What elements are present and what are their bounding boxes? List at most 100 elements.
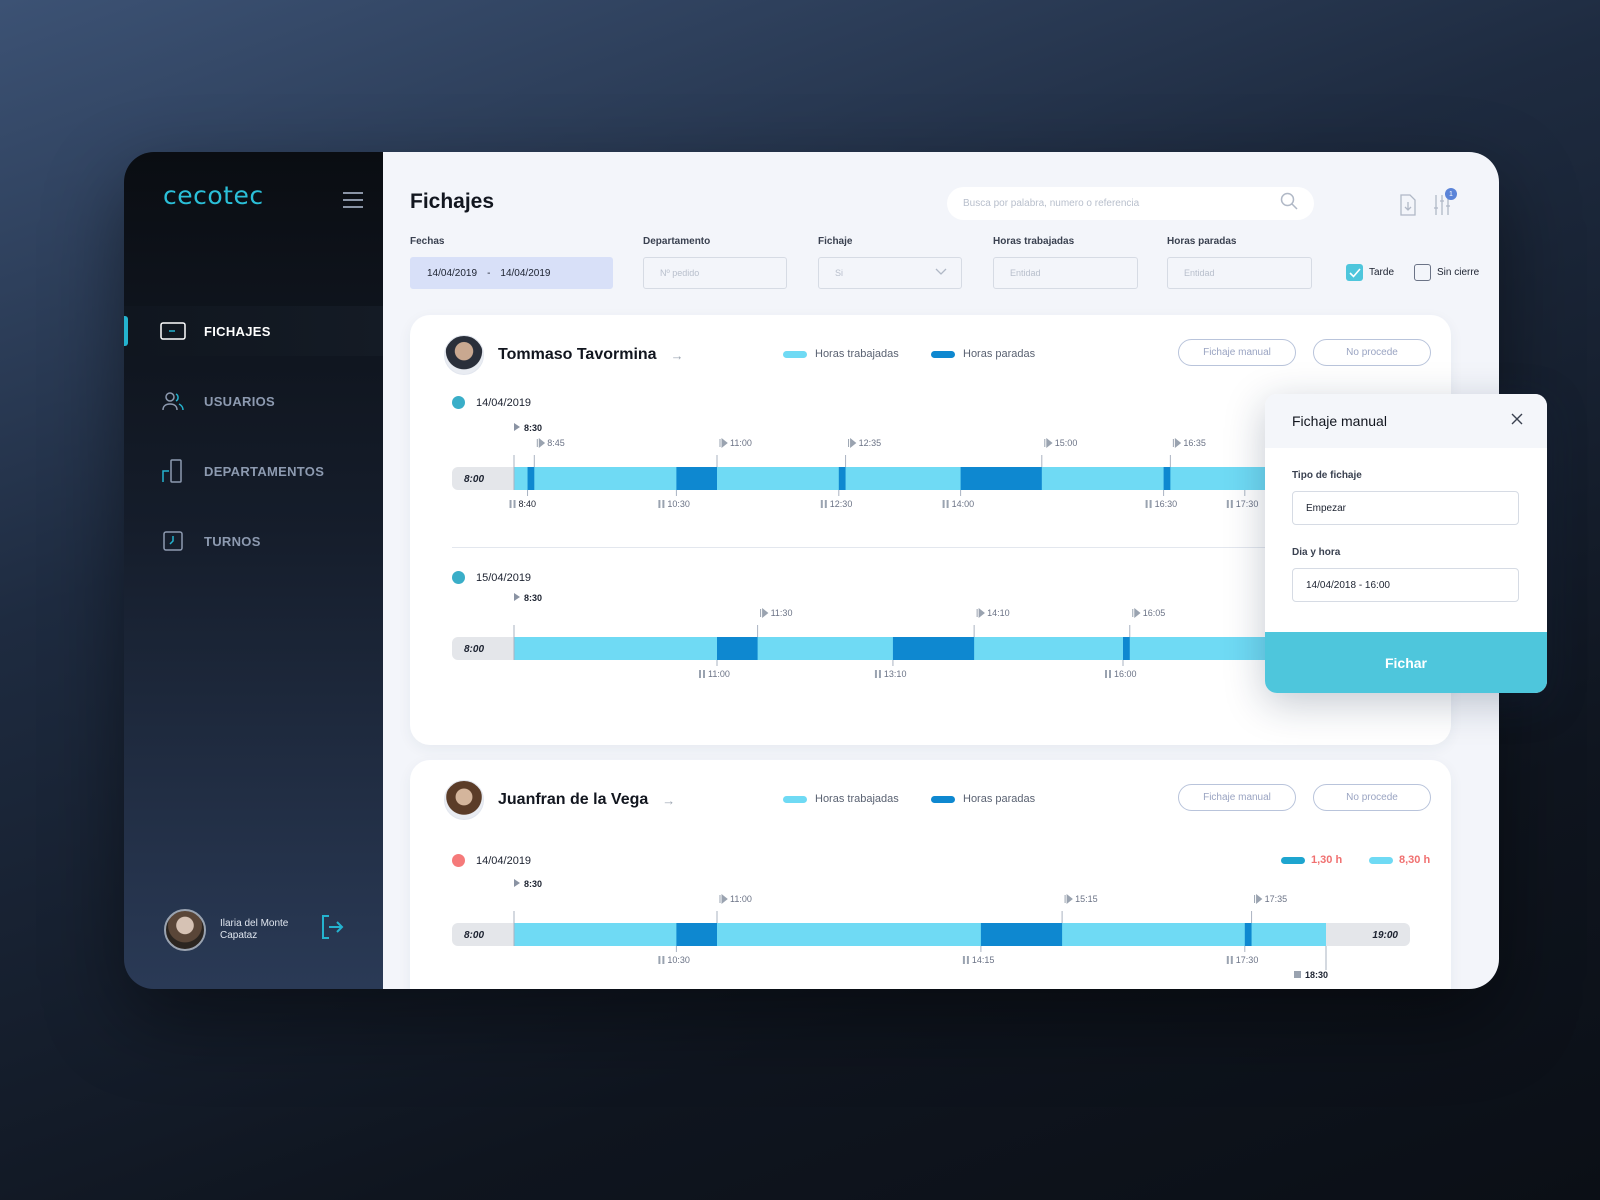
stop-segment	[676, 467, 717, 490]
legend-swatch	[783, 795, 807, 803]
legend-worked: Horas trabajadas	[783, 348, 899, 360]
filter-label: Horas trabajadas	[993, 236, 1075, 247]
stop-segment	[1163, 467, 1171, 490]
sidebar-item-label: TURNOS	[204, 533, 261, 549]
pause-icon	[1109, 670, 1111, 678]
end-mark-label: 18:30	[1305, 970, 1328, 980]
resume-icon	[1132, 607, 1141, 619]
play-icon	[514, 423, 520, 431]
pause-time-label: 16:00	[1114, 669, 1137, 679]
pause-time-label: 10:30	[667, 499, 690, 509]
arrow-right-icon[interactable]: →	[662, 792, 676, 808]
departamento-field[interactable]: Nº pedido	[643, 257, 787, 289]
pause-icon	[962, 956, 965, 964]
search-input[interactable]	[963, 198, 1280, 209]
filter-departamento: Departamento Nº pedido	[643, 236, 787, 289]
legend-worked: Horas trabajadas	[783, 793, 899, 805]
filter-label: Fichaje	[818, 236, 853, 247]
pause-icon	[878, 670, 881, 678]
avatar	[164, 909, 206, 951]
resume-icon	[1064, 893, 1073, 905]
no-procede-button[interactable]: No procede	[1313, 339, 1431, 366]
stop-segment	[838, 467, 846, 490]
user-profile[interactable]: Ilaria del Monte Capataz	[164, 909, 288, 951]
employee-card: Juanfran de la Vega → Horas trabajadas H…	[410, 760, 1451, 989]
arrow-right-icon[interactable]: →	[670, 347, 684, 363]
employee-name: Juanfran de la Vega	[498, 791, 649, 808]
stop-segment	[1123, 637, 1130, 660]
chevron-down-icon	[935, 268, 947, 278]
day-date: 14/04/2019	[476, 854, 532, 867]
sidebar-item-usuarios[interactable]: USUARIOS	[124, 376, 383, 426]
search-icon[interactable]	[1280, 192, 1298, 215]
hamburger-menu-icon[interactable]	[343, 192, 363, 208]
pause-icon	[966, 956, 969, 964]
stop-segment	[717, 637, 758, 660]
resume-time-label: 15:15	[1075, 894, 1098, 904]
legend-swatch	[931, 350, 955, 358]
sidebar-item-departamentos[interactable]: DEPARTAMENTOS	[124, 446, 383, 496]
dia-hora-field[interactable]: 14/04/2018 - 16:00	[1292, 568, 1519, 602]
work-start-label: 8:30	[524, 423, 542, 433]
legend-label: Horas paradas	[963, 793, 1036, 805]
fichaje-manual-modal: Fichaje manual Tipo de fichaje Empezar D…	[1265, 394, 1547, 693]
resume-icon	[1254, 893, 1263, 905]
filter-horas-trabajadas: Horas trabajadas Entidad	[993, 236, 1138, 289]
sidebar-item-fichajes[interactable]: FICHAJES	[124, 306, 383, 356]
fichaje-manual-button[interactable]: Fichaje manual	[1178, 339, 1296, 366]
fichaje-manual-button[interactable]: Fichaje manual	[1178, 784, 1296, 811]
sin-cierre-checkbox[interactable]: Sin cierre	[1414, 264, 1479, 281]
legend-stopped: Horas paradas	[931, 348, 1035, 360]
resume-time-label: 15:00	[1055, 438, 1078, 448]
horas-trabajadas-field[interactable]: Entidad	[993, 257, 1138, 289]
timeline-end-label: 19:00	[1372, 930, 1398, 941]
select-value: Si	[835, 268, 844, 278]
resume-icon	[1044, 437, 1053, 449]
tarde-checkbox[interactable]: Tarde	[1346, 264, 1394, 281]
avatar	[444, 780, 484, 820]
timeline-start-label: 8:00	[464, 930, 484, 941]
cecotec-logo[interactable]: cecotec	[163, 181, 285, 215]
logout-icon[interactable]	[320, 914, 344, 945]
pause-time-label: 16:30	[1155, 499, 1178, 509]
divider	[452, 547, 1409, 548]
stopped-total-value: 1,30 h	[1311, 854, 1343, 866]
stop-segment	[1244, 923, 1252, 946]
employee-header: Tommaso Tavormina →	[444, 335, 684, 375]
pause-icon	[703, 670, 705, 678]
resume-icon	[976, 607, 985, 619]
user-name: Ilaria del Monte	[220, 918, 289, 929]
user-role: Capataz	[220, 930, 258, 941]
modal-title: Fichaje manual	[1292, 413, 1387, 429]
legend-swatch	[783, 350, 807, 358]
close-icon[interactable]	[1511, 412, 1523, 428]
pause-icon	[820, 500, 823, 508]
filter-label: Departamento	[643, 236, 711, 247]
no-procede-button[interactable]: No procede	[1313, 784, 1431, 811]
day-header: 14/04/2019	[452, 396, 531, 409]
filter-sliders-icon[interactable]: 1	[1433, 188, 1457, 221]
timeline-chart: 8:0019:008:308:4511:0012:3515:0016:358:4…	[452, 423, 1410, 509]
pause-icon	[1149, 500, 1152, 508]
stop-square-icon	[1294, 971, 1301, 978]
timeline-start-label: 8:00	[464, 474, 484, 485]
avatar	[444, 335, 484, 375]
sidebar-item-turnos[interactable]: TURNOS	[124, 516, 383, 566]
horas-paradas-field[interactable]: Entidad	[1167, 257, 1312, 289]
employee-name: Tommaso Tavormina	[498, 346, 657, 363]
tipo-fichaje-field[interactable]: Empezar	[1292, 491, 1519, 525]
fichaje-select[interactable]: Si	[818, 257, 962, 289]
pause-icon	[1105, 670, 1107, 678]
play-icon	[514, 593, 520, 601]
modal-header: Fichaje manual	[1265, 394, 1547, 448]
users-icon	[159, 389, 187, 413]
date-range-field[interactable]: 14/04/2019 - 14/04/2019	[410, 257, 613, 289]
pause-time-label: 10:30	[667, 955, 690, 965]
sidebar-item-label: USUARIOS	[204, 393, 276, 409]
search-bar[interactable]	[947, 187, 1314, 220]
card-icon	[159, 319, 187, 343]
resume-icon	[848, 437, 857, 449]
download-file-icon[interactable]	[1400, 194, 1416, 221]
fichar-button[interactable]: Fichar	[1265, 632, 1547, 693]
legend-label: Horas paradas	[963, 348, 1036, 360]
